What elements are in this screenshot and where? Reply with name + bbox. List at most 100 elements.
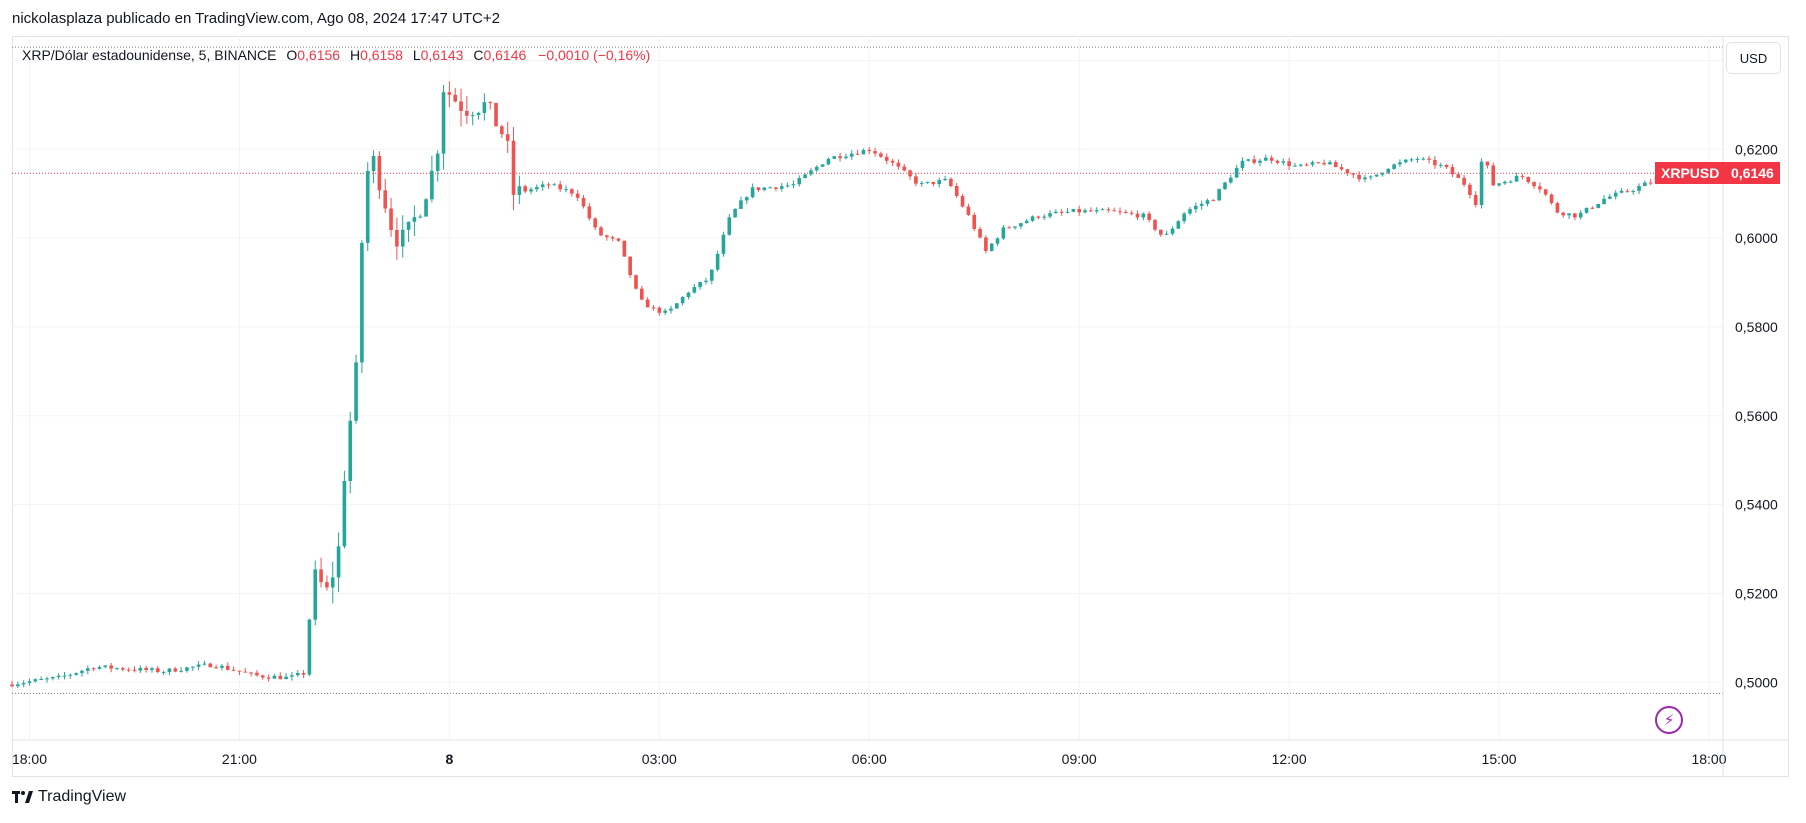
candle-body bbox=[1520, 175, 1525, 177]
candle-body bbox=[39, 679, 43, 681]
y-tick-label: 0,5000 bbox=[1735, 674, 1778, 690]
lightning-icon[interactable]: ⚡︎ bbox=[1655, 706, 1683, 734]
candle-body bbox=[1170, 228, 1175, 234]
candle-body bbox=[1199, 203, 1204, 206]
candle-body bbox=[733, 208, 737, 218]
candle-body bbox=[884, 156, 889, 161]
symbol-legend: XRP/Dólar estadounidense, 5, BINANCE O0,… bbox=[22, 47, 650, 63]
candle-body bbox=[500, 126, 504, 135]
candle-body bbox=[1415, 158, 1420, 160]
candle-body bbox=[21, 683, 26, 685]
candle-body bbox=[190, 666, 195, 668]
candle-body bbox=[785, 185, 790, 187]
candle-body bbox=[709, 269, 714, 281]
candle-body bbox=[587, 206, 592, 219]
candle-body bbox=[564, 189, 568, 191]
x-tick-label: 18:00 bbox=[1691, 751, 1726, 767]
candle-body bbox=[692, 287, 697, 293]
candle-body bbox=[814, 166, 819, 171]
candle-body bbox=[138, 667, 143, 671]
candle-body bbox=[867, 150, 872, 152]
candle-body bbox=[575, 193, 580, 198]
candle-body bbox=[640, 288, 644, 300]
x-tick-label: 12:00 bbox=[1272, 751, 1307, 767]
x-tick-label: 06:00 bbox=[852, 751, 887, 767]
candle-body bbox=[220, 665, 224, 668]
candle-body bbox=[879, 153, 883, 157]
candle-body bbox=[535, 186, 539, 190]
candle-body bbox=[1345, 169, 1350, 174]
candle-body bbox=[56, 675, 61, 678]
candle-body bbox=[1024, 220, 1029, 224]
currency-button[interactable]: USD bbox=[1726, 42, 1781, 74]
candle-body bbox=[546, 184, 551, 186]
candle-body bbox=[1555, 203, 1560, 213]
candle-body bbox=[674, 303, 679, 309]
y-tick-label: 0,6200 bbox=[1735, 141, 1778, 157]
x-tick-label: 15:00 bbox=[1482, 751, 1517, 767]
y-tick-label: 0,5800 bbox=[1735, 319, 1778, 335]
x-tick-label: 18:00 bbox=[12, 751, 47, 767]
candle-body bbox=[1368, 176, 1373, 178]
candle-body bbox=[33, 679, 38, 682]
candle-body bbox=[744, 197, 749, 201]
candle-body bbox=[453, 94, 458, 102]
candle-body bbox=[844, 156, 848, 159]
candle-body bbox=[202, 663, 207, 665]
candle-body bbox=[669, 308, 673, 311]
candle-body bbox=[365, 171, 370, 243]
x-tick-label: 8 bbox=[445, 751, 453, 767]
candle-body bbox=[74, 673, 78, 675]
candle-body bbox=[1619, 190, 1624, 193]
candle-body bbox=[896, 162, 901, 167]
candle-body bbox=[715, 253, 720, 270]
candle-body bbox=[231, 669, 236, 671]
candle-body bbox=[873, 151, 877, 154]
candle-body bbox=[284, 676, 288, 680]
candle-body bbox=[1514, 175, 1519, 182]
candle-body bbox=[1275, 160, 1280, 163]
candle-body bbox=[1263, 157, 1268, 161]
candle-body bbox=[1293, 165, 1297, 167]
candle-body bbox=[663, 310, 667, 313]
candle-body bbox=[1328, 162, 1332, 165]
candle-body bbox=[1234, 167, 1239, 178]
candle-body bbox=[750, 187, 755, 198]
candle-body bbox=[634, 275, 638, 289]
candle-body bbox=[861, 150, 866, 155]
candle-body bbox=[1479, 161, 1484, 205]
candle-body bbox=[960, 195, 965, 207]
candle-body bbox=[295, 673, 300, 676]
candle-body bbox=[529, 189, 533, 192]
brand-footer: TradingView bbox=[12, 788, 126, 806]
candle-body bbox=[505, 134, 510, 141]
last-price-tag: 0,6146 bbox=[1725, 162, 1780, 185]
candle-body bbox=[1602, 198, 1606, 205]
candle-body bbox=[1229, 177, 1233, 183]
candle-body bbox=[459, 101, 463, 111]
candle-body bbox=[430, 170, 434, 200]
candle-body bbox=[1538, 186, 1542, 190]
candle-body bbox=[727, 217, 732, 235]
candle-body bbox=[97, 667, 102, 669]
legend-open-label: O bbox=[286, 47, 298, 63]
candle-body bbox=[161, 671, 166, 673]
candle-body bbox=[622, 240, 627, 257]
candle-body bbox=[908, 170, 912, 177]
candle-body bbox=[1019, 223, 1023, 227]
candle-body bbox=[1048, 213, 1052, 217]
candle-body bbox=[954, 185, 959, 196]
candle-body bbox=[1468, 184, 1472, 195]
candle-body bbox=[243, 671, 248, 673]
candle-body bbox=[855, 153, 860, 155]
candle-body bbox=[779, 186, 784, 189]
candle-body bbox=[1403, 159, 1408, 163]
candle-body bbox=[1648, 182, 1653, 184]
candle-body bbox=[225, 665, 230, 670]
candle-body bbox=[319, 569, 323, 583]
candle-body bbox=[657, 307, 662, 313]
candle-body bbox=[465, 110, 469, 116]
candle-body bbox=[91, 668, 96, 670]
candle-body bbox=[832, 156, 837, 159]
